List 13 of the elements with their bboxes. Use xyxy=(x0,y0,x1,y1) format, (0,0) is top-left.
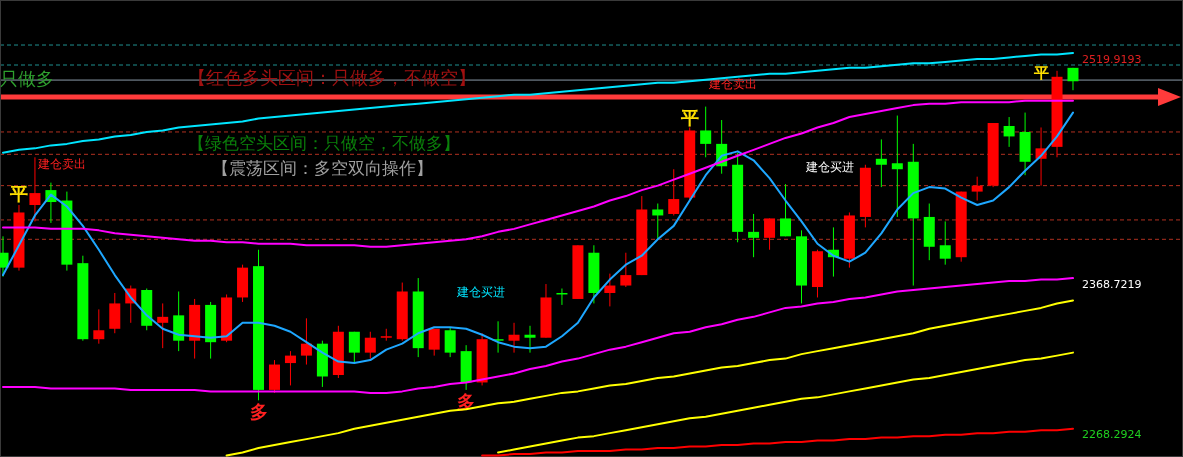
annotation: 建仓卖出 xyxy=(37,157,87,171)
annotation: 建仓买进 xyxy=(455,285,505,299)
annotation: 平 xyxy=(1033,64,1050,82)
y-tick-label: 2368.7219 xyxy=(1082,278,1142,292)
annotation: 平 xyxy=(8,183,28,204)
annotation: 平 xyxy=(679,107,699,128)
annotation: 【震荡区间：多空双向操作】 xyxy=(212,158,433,178)
y-tick-label: 2268.2924 xyxy=(1082,428,1142,442)
annotation: 建仓卖出 xyxy=(707,77,757,91)
annotation: 多 xyxy=(249,401,268,422)
annotation: 建仓买进 xyxy=(805,160,855,174)
y-tick-label: 2519.9193 xyxy=(1082,53,1142,67)
annotation: 【绿色空头区间：只做空，不做多】 xyxy=(188,133,460,153)
